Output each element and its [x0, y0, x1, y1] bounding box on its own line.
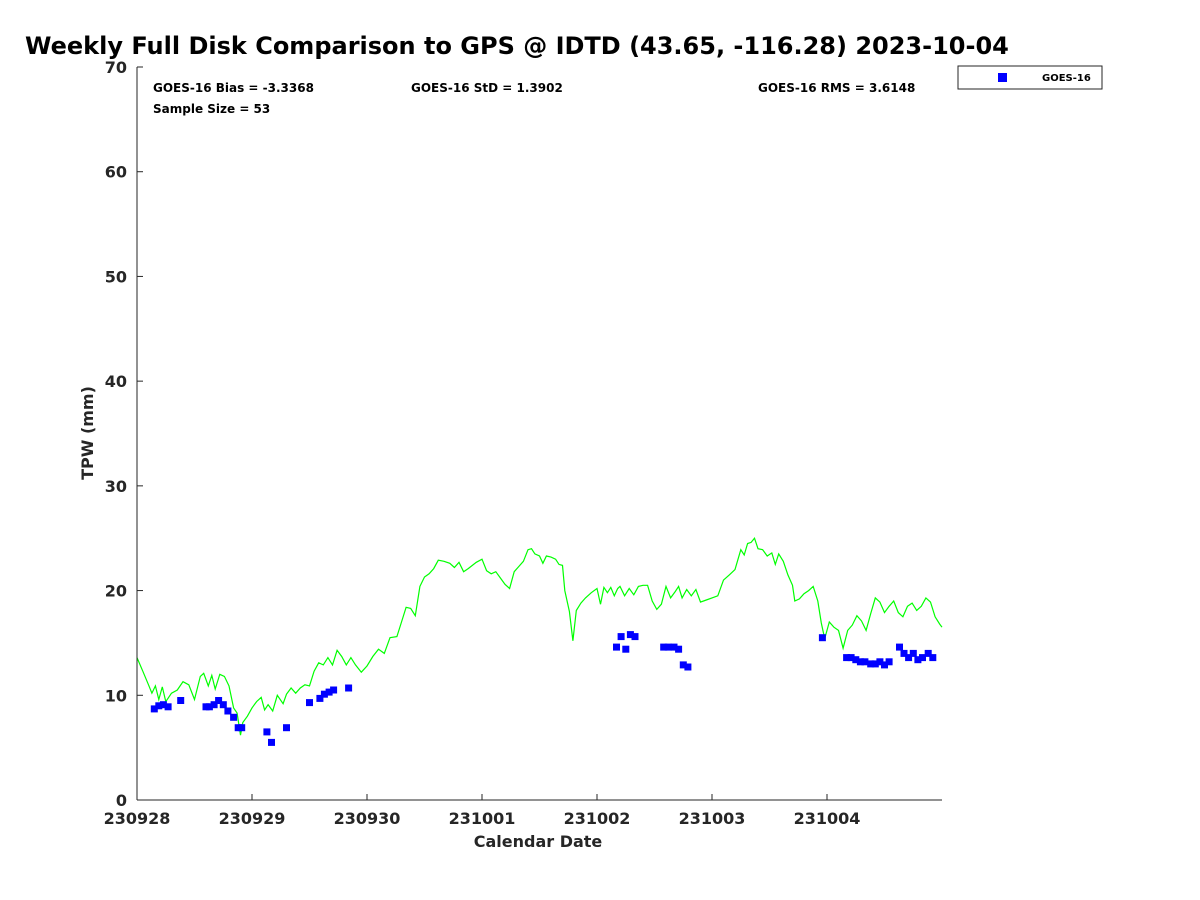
goes16-data-point	[660, 643, 668, 651]
goes16-data-point	[283, 724, 290, 732]
x-tick-label: 231002	[564, 809, 631, 828]
goes16-data-point	[268, 738, 275, 746]
goes16-data-point	[843, 654, 851, 662]
y-tick-label: 30	[105, 477, 127, 496]
sample-size-stat: Sample Size = 53	[153, 102, 270, 116]
goes16-data-point	[885, 658, 893, 666]
goes16-data-point	[919, 654, 926, 662]
goes16-data-point	[924, 649, 932, 657]
gps-tpw-line	[136, 536, 943, 736]
goes16-data-point	[861, 658, 869, 666]
goes16-data-point	[177, 697, 185, 704]
x-tick-label: 231001	[449, 809, 516, 828]
y-tick-label: 10	[105, 686, 127, 705]
goes16-data-point	[150, 705, 158, 713]
bias-stat: GOES-16 Bias = -3.3368	[153, 81, 314, 95]
goes16-data-point	[622, 645, 630, 653]
goes16-data-point	[219, 701, 227, 709]
y-tick-label: 40	[105, 372, 127, 391]
plot-area	[137, 67, 942, 800]
goes16-data-point	[215, 697, 223, 704]
goes16-data-point	[626, 631, 634, 639]
goes16-data-point	[900, 649, 908, 657]
x-tick-label: 230928	[104, 809, 171, 828]
y-tick-label: 50	[105, 267, 127, 286]
goes16-data-point	[330, 686, 338, 694]
line-series-layer	[136, 536, 943, 736]
goes16-data-point	[325, 688, 333, 696]
legend: GOES-16	[957, 65, 1103, 90]
goes16-data-point	[306, 699, 313, 707]
goes16-data-point	[818, 634, 826, 642]
y-axis-ticks: 0 10 20 30 40 50 60 70	[105, 58, 143, 810]
goes16-data-point	[876, 658, 884, 666]
goes16-data-point	[852, 656, 860, 664]
x-tick-label: 230930	[334, 809, 401, 828]
y-tick-label: 0	[116, 791, 127, 810]
goes16-data-point	[316, 694, 324, 702]
y-tick-label: 70	[105, 58, 127, 77]
goes16-data-point	[856, 658, 864, 666]
goes16-data-point	[613, 643, 620, 651]
goes16-data-point	[238, 724, 246, 732]
goes16-data-point	[159, 701, 167, 709]
goes16-data-point	[664, 643, 672, 651]
y-tick-label: 20	[105, 582, 127, 601]
x-axis-ticks: 230928 230929 230930 231001 231002 231003 2310…	[104, 794, 861, 828]
std-stat: GOES-16 StD = 1.3902	[411, 81, 563, 95]
goes16-data-point	[867, 660, 875, 668]
goes16-data-point	[263, 728, 271, 736]
y-axis-label: TPW (mm)	[78, 386, 97, 480]
goes16-data-point	[670, 643, 678, 651]
goes16-data-point	[905, 654, 913, 662]
goes16-data-point	[210, 701, 218, 709]
goes16-data-point	[847, 654, 855, 662]
goes16-data-point	[320, 690, 328, 698]
goes16-data-point	[224, 707, 232, 715]
goes16-data-point	[929, 654, 937, 662]
goes16-data-point	[679, 661, 687, 669]
goes16-data-point	[896, 643, 903, 651]
goes16-data-point	[914, 656, 922, 664]
goes16-data-point	[164, 703, 172, 711]
goes16-data-point	[205, 703, 213, 711]
goes16-data-point	[909, 649, 917, 657]
legend-marker	[998, 73, 1007, 82]
goes16-data-point	[631, 633, 639, 641]
legend-box	[957, 65, 1103, 90]
chart-title: Weekly Full Disk Comparison to GPS @ IDT…	[25, 32, 1009, 60]
goes16-data-point	[881, 661, 888, 669]
goes16-data-point	[675, 645, 683, 653]
x-tick-label: 231004	[794, 809, 861, 828]
goes16-data-point	[871, 660, 879, 668]
y-tick-label: 60	[105, 163, 127, 182]
marker-series-layer	[150, 631, 937, 746]
x-axis-label: Calendar Date	[474, 832, 603, 851]
goes16-data-point	[345, 684, 353, 692]
goes16-data-point	[155, 702, 163, 710]
goes16-data-point	[684, 663, 692, 671]
x-tick-label: 231003	[679, 809, 746, 828]
rms-stat: GOES-16 RMS = 3.6148	[758, 81, 915, 95]
goes16-data-point	[617, 633, 625, 641]
legend-label-goes16: GOES-16	[1042, 73, 1091, 84]
x-tick-label: 230929	[219, 809, 286, 828]
goes16-data-point	[230, 713, 238, 721]
